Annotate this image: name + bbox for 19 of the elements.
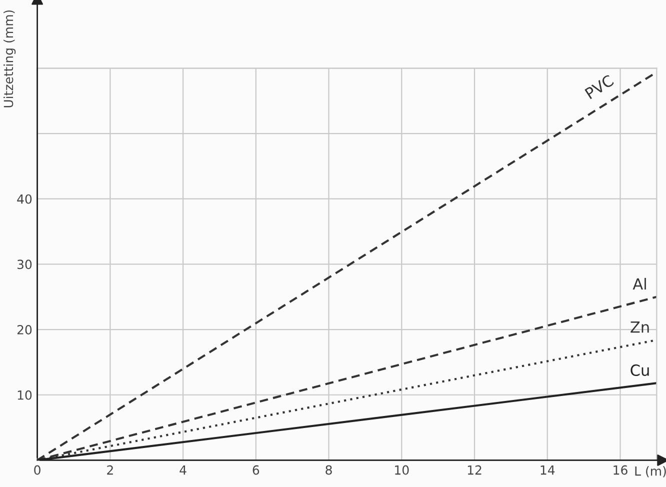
y-tick-label: 40 [17, 194, 32, 204]
y-tick-label: 30 [17, 260, 32, 270]
text: PVC [584, 74, 614, 100]
x-tick-label: 8 [326, 465, 332, 475]
x-tick-label: 10 [395, 465, 409, 475]
x-axis-title: L (m) [635, 466, 666, 478]
x-tick-label: 16 [614, 465, 628, 475]
y-tick-label: 20 [17, 325, 32, 334]
y-axis-title: Uitzetting (mm) [4, 10, 16, 108]
x-tick-label: 4 [180, 465, 186, 475]
series-label: Zn [630, 322, 649, 333]
series-label: Cu [630, 364, 649, 376]
x-tick-label: 14 [540, 465, 555, 475]
y-tick-label: 10 [18, 390, 32, 400]
x-tick-label: 6 [252, 465, 260, 475]
x-tick-label: 2 [107, 465, 113, 475]
x-tick-label: 0 [34, 465, 40, 475]
series-label: Al [632, 278, 646, 290]
x-tick-label: 12 [468, 465, 482, 475]
